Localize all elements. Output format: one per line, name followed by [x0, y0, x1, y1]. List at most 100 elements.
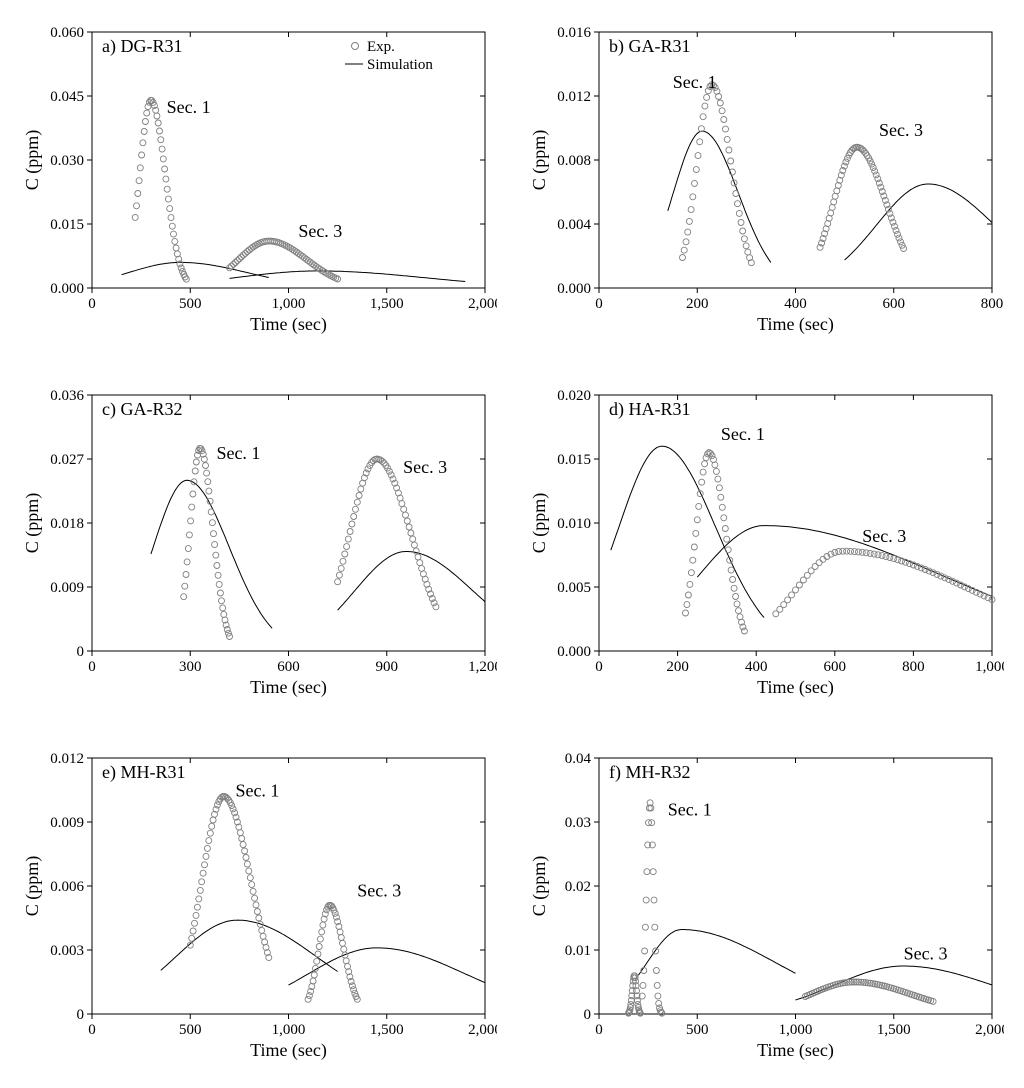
svg-text:400: 400	[784, 296, 807, 312]
svg-text:600: 600	[277, 659, 300, 675]
sim-line-sim_sec1	[638, 930, 795, 976]
annotation: Sec. 3	[357, 881, 401, 901]
legend-marker-exp	[352, 43, 359, 50]
panel-title: b) GA-R31	[609, 36, 691, 57]
svg-text:500: 500	[686, 1022, 709, 1038]
exp-scatter-exp_sec3	[227, 238, 341, 282]
svg-text:0.045: 0.045	[50, 89, 84, 105]
annotation: Sec. 1	[216, 443, 260, 463]
svg-text:0.000: 0.000	[557, 281, 591, 297]
annotation: Sec. 3	[862, 526, 906, 546]
panel-e: 05001,0001,5002,00000.0030.0060.0090.012…	[20, 746, 497, 1069]
y-axis-label: C (ppm)	[529, 130, 550, 191]
exp-scatter-exp_sec3	[802, 979, 936, 1004]
y-axis-label: C (ppm)	[22, 130, 43, 191]
chart-grid: 05001,0001,5002,0000.0000.0150.0300.0450…	[20, 20, 1004, 1068]
svg-text:600: 600	[824, 659, 847, 675]
svg-text:0.009: 0.009	[50, 815, 84, 831]
svg-text:0.008: 0.008	[557, 153, 591, 169]
svg-text:0: 0	[595, 1022, 603, 1038]
svg-text:0.000: 0.000	[50, 281, 84, 297]
panel-title: f) MH-R32	[609, 762, 691, 783]
annotation: Sec. 1	[668, 800, 712, 820]
svg-text:0.006: 0.006	[50, 879, 84, 895]
svg-text:0: 0	[595, 659, 603, 675]
exp-scatter-exp_sec1	[680, 82, 755, 266]
panel-c: 03006009001,20000.0090.0180.0270.036Time…	[20, 383, 497, 706]
chart-panel-d: 02004006008001,0000.0000.0050.0100.0150.…	[527, 383, 1004, 706]
svg-text:0.030: 0.030	[50, 153, 84, 169]
panel-title: e) MH-R31	[102, 762, 186, 783]
panel-title: c) GA-R32	[102, 399, 182, 420]
svg-text:0.015: 0.015	[557, 452, 591, 468]
svg-text:0: 0	[88, 1022, 96, 1038]
svg-text:200: 200	[686, 296, 709, 312]
svg-text:500: 500	[179, 1022, 202, 1038]
svg-text:0: 0	[88, 296, 96, 312]
svg-text:0.027: 0.027	[50, 452, 84, 468]
svg-text:1,000: 1,000	[272, 1022, 306, 1038]
svg-text:0.060: 0.060	[50, 25, 84, 41]
svg-text:1,000: 1,000	[779, 1022, 813, 1038]
annotation: Sec. 1	[721, 424, 765, 444]
legend-label-sim: Simulation	[367, 57, 433, 73]
svg-text:0.016: 0.016	[557, 25, 591, 41]
svg-text:0.005: 0.005	[557, 580, 591, 596]
svg-text:0.009: 0.009	[50, 580, 84, 596]
annotation: Sec. 3	[879, 120, 923, 140]
sim-line-sim_sec3	[845, 184, 992, 260]
svg-text:0.012: 0.012	[557, 89, 591, 105]
svg-text:1,200: 1,200	[468, 659, 497, 675]
chart-panel-b: 02004006008000.0000.0040.0080.0120.016Ti…	[527, 20, 1004, 343]
svg-text:0.004: 0.004	[557, 217, 591, 233]
svg-text:0.003: 0.003	[50, 943, 84, 959]
annotation: Sec. 3	[904, 944, 948, 964]
sim-line-sim_sec1	[122, 262, 269, 277]
svg-text:0.036: 0.036	[50, 388, 84, 404]
x-axis-label: Time (sec)	[757, 314, 834, 335]
exp-scatter-exp_sec3	[817, 144, 907, 251]
y-axis-label: C (ppm)	[529, 493, 550, 554]
svg-text:0.03: 0.03	[565, 815, 591, 831]
svg-text:800: 800	[902, 659, 925, 675]
svg-text:0.000: 0.000	[557, 644, 591, 660]
svg-text:0.010: 0.010	[557, 516, 591, 532]
svg-text:2,000: 2,000	[975, 1022, 1004, 1038]
svg-text:800: 800	[981, 296, 1004, 312]
annotation: Sec. 1	[235, 780, 279, 800]
svg-text:1,000: 1,000	[272, 296, 306, 312]
exp-scatter-exp_sec1	[639, 800, 665, 1016]
svg-text:2,000: 2,000	[468, 1022, 497, 1038]
svg-text:1,500: 1,500	[370, 1022, 404, 1038]
svg-text:0.01: 0.01	[565, 943, 591, 959]
sim-line-sim_sec1	[151, 480, 272, 628]
sim-line-sim_sec3	[338, 552, 485, 611]
svg-text:300: 300	[179, 659, 202, 675]
panel-d: 02004006008001,0000.0000.0050.0100.0150.…	[527, 383, 1004, 706]
x-axis-label: Time (sec)	[757, 677, 834, 698]
svg-text:0: 0	[595, 296, 603, 312]
annotation: Sec. 1	[167, 97, 211, 117]
chart-panel-f: 05001,0001,5002,00000.010.020.030.04Time…	[527, 746, 1004, 1069]
exp-scatter-exp_sec3	[773, 548, 995, 617]
svg-text:0.015: 0.015	[50, 217, 84, 233]
svg-text:0: 0	[77, 1007, 85, 1023]
exp-scatter-exp_sec1	[132, 97, 189, 282]
svg-text:0: 0	[584, 1007, 592, 1023]
panel-title: a) DG-R31	[102, 36, 182, 57]
exp-scatter-exp_sec1a	[626, 973, 644, 1016]
exp-scatter-exp_sec3	[335, 456, 439, 610]
chart-panel-c: 03006009001,20000.0090.0180.0270.036Time…	[20, 383, 497, 706]
x-axis-label: Time (sec)	[250, 314, 327, 335]
panel-b: 02004006008000.0000.0040.0080.0120.016Ti…	[527, 20, 1004, 343]
y-axis-label: C (ppm)	[22, 493, 43, 554]
exp-scatter-exp_sec1	[181, 445, 233, 639]
svg-text:0.020: 0.020	[557, 388, 591, 404]
panel-title: d) HA-R31	[609, 399, 691, 420]
sim-line-sim_sec3	[796, 966, 993, 1000]
svg-text:900: 900	[376, 659, 399, 675]
y-axis-label: C (ppm)	[529, 856, 550, 917]
y-axis-label: C (ppm)	[22, 856, 43, 917]
svg-text:200: 200	[666, 659, 689, 675]
annotation: Sec. 3	[403, 457, 447, 477]
